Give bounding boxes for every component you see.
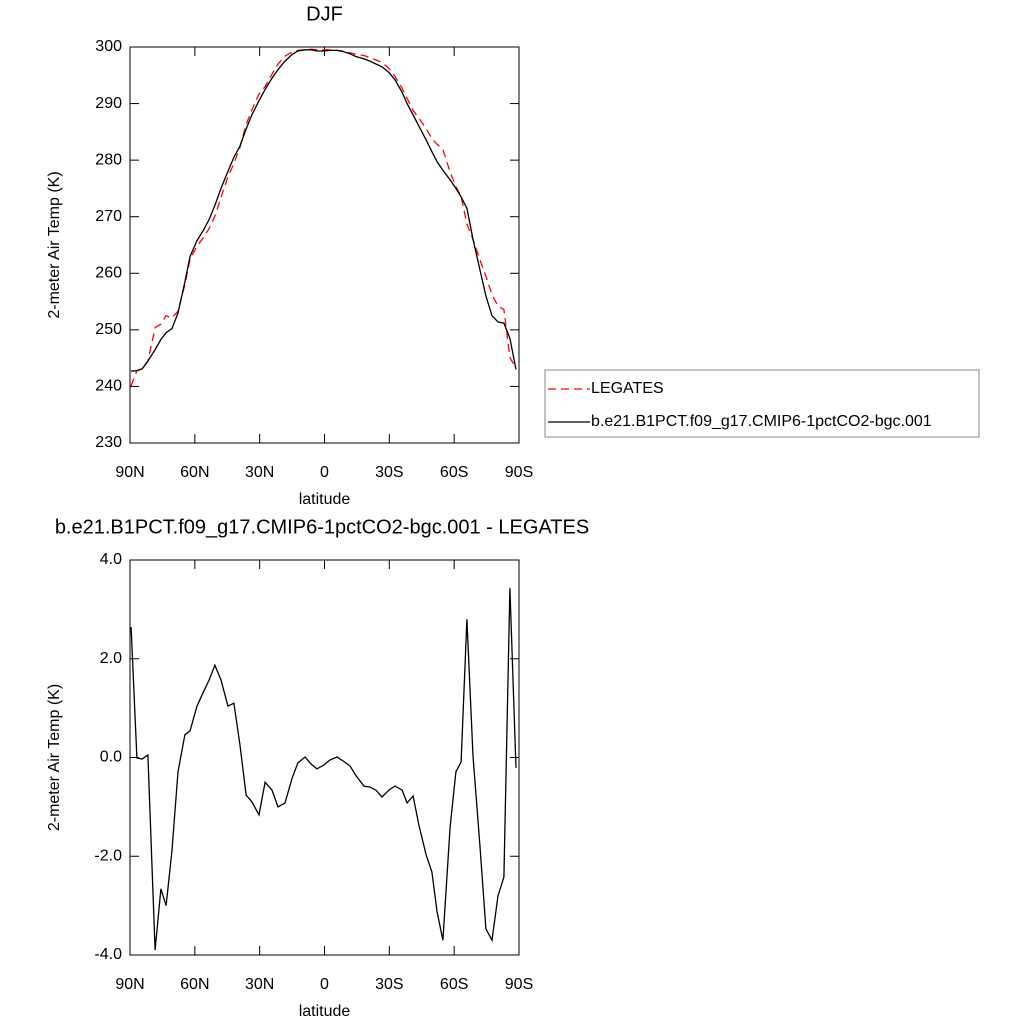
y-tick-label: -4.0 [94,946,122,963]
x-tick-label: 60N [180,976,209,993]
x-axis-label: latitude [299,1003,351,1020]
x-tick-label: 90S [505,976,533,993]
data-line [130,48,517,387]
y-tick-label: 260 [95,265,122,282]
legend-box [544,369,980,438]
y-tick-label: 290 [95,95,122,112]
y-tick-label: 2.0 [100,650,122,667]
y-axis-label: 2-meter Air Temp (K) [46,171,63,318]
data-line [131,49,517,372]
y-tick-label: 4.0 [100,551,122,568]
x-tick-label: 30N [245,464,274,481]
x-tick-label: 0 [320,464,329,481]
x-tick-label: 60N [180,464,209,481]
y-tick-label: 270 [95,208,122,225]
x-axis-label: latitude [299,491,351,508]
y-tick-label: 240 [95,378,122,395]
chart-title: DJF [306,3,343,25]
legend-label: b.e21.B1PCT.f09_g17.CMIP6-1pctCO2-bgc.00… [591,413,932,430]
x-tick-label: 90N [115,464,144,481]
chart-title: b.e21.B1PCT.f09_g17.CMIP6-1pctCO2-bgc.00… [55,516,589,538]
x-tick-label: 90S [505,464,533,481]
y-tick-label: -2.0 [94,847,122,864]
x-tick-label: 60S [440,976,468,993]
x-tick-label: 30S [375,976,403,993]
x-tick-label: 30S [375,464,403,481]
x-tick-label: 90N [115,976,144,993]
x-tick-label: 30N [245,976,274,993]
y-tick-label: 250 [95,321,122,338]
y-tick-label: 280 [95,151,122,168]
x-tick-label: 60S [440,464,468,481]
y-tick-label: 300 [95,38,122,55]
y-tick-label: 230 [95,434,122,451]
plot-frame [129,46,520,444]
x-tick-label: 0 [320,976,329,993]
legend-label: LEGATES [591,380,664,397]
y-tick-label: 0.0 [100,749,122,766]
data-line [130,588,517,951]
y-axis-label: 2-meter Air Temp (K) [46,684,63,831]
